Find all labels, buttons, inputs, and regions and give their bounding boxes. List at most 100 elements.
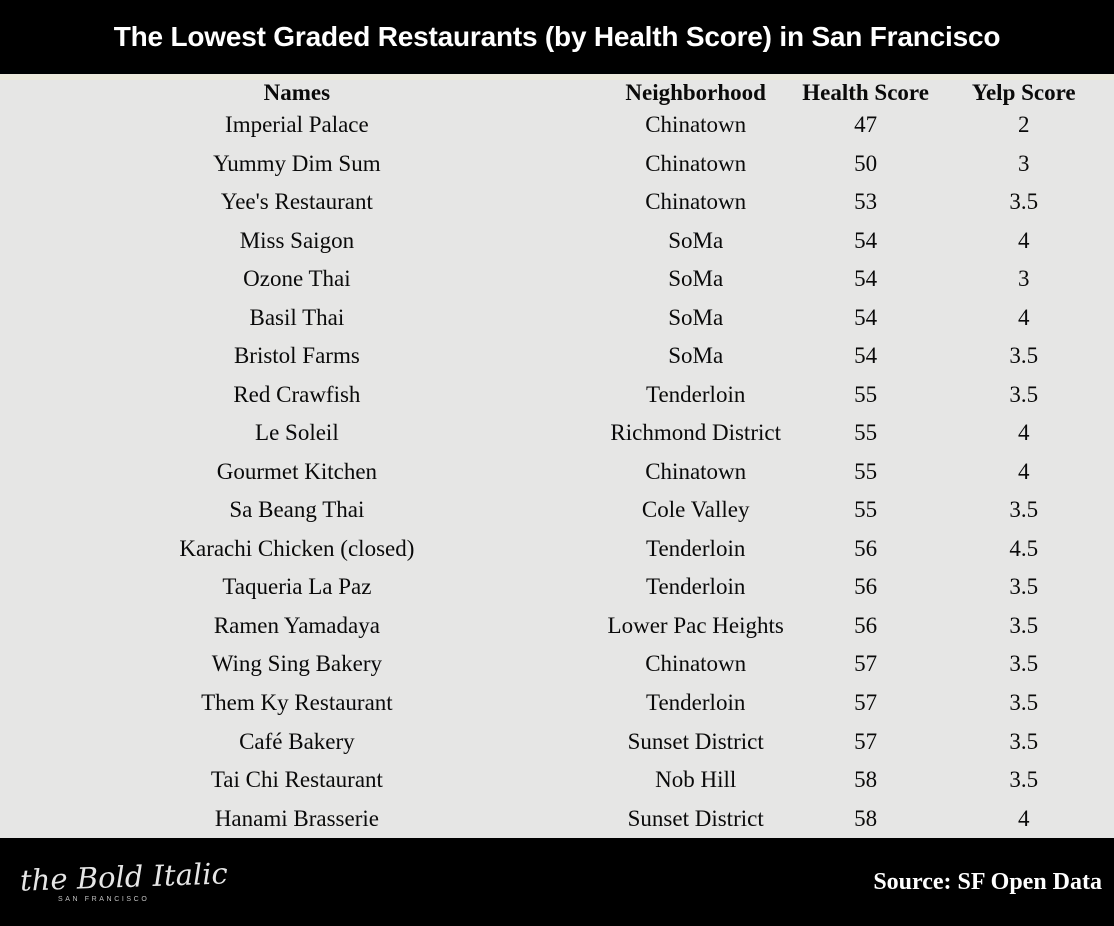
table-row: Red Crawfish Tenderloin 55 3.5 xyxy=(0,376,1114,415)
neighborhood-cell: Tenderloin xyxy=(646,689,746,715)
restaurant-name-cell: Ozone Thai xyxy=(243,266,351,292)
health-score-cell: 54 xyxy=(854,266,878,292)
health-score-cell: 57 xyxy=(854,651,878,677)
yelp-score-cell: 4 xyxy=(1018,420,1030,446)
health-score-cell: 54 xyxy=(854,304,878,330)
restaurant-name-cell: Basil Thai xyxy=(249,304,345,330)
neighborhood-cell: SoMa xyxy=(668,227,724,253)
table-row: Taqueria La Paz Tenderloin 56 3.5 xyxy=(0,568,1114,607)
restaurant-name-cell: Wing Sing Bakery xyxy=(211,651,383,677)
neighborhood-cell: SoMa xyxy=(668,266,724,292)
yelp-score-cell: 3 xyxy=(1018,150,1030,176)
restaurant-name-cell: Imperial Palace xyxy=(225,112,369,138)
source-credit: Source: SF Open Data xyxy=(873,868,1102,895)
neighborhood-cell: Chinatown xyxy=(645,112,747,138)
yelp-score-cell: 3.5 xyxy=(1009,728,1039,754)
neighborhood-cell: SoMa xyxy=(668,343,724,369)
logo-script-text: the Bold Italic xyxy=(19,856,229,898)
health-score-cell: 58 xyxy=(854,767,878,793)
yelp-score-cell: 3.5 xyxy=(1009,574,1039,600)
yelp-score-cell: 3.5 xyxy=(1009,689,1039,715)
yelp-score-cell: 2 xyxy=(1018,112,1030,138)
bold-italic-logo: the Bold Italic SAN FRANCISCO xyxy=(19,856,229,903)
restaurant-name-cell: Le Soleil xyxy=(255,420,339,446)
footer-bar: the Bold Italic SAN FRANCISCO Source: SF… xyxy=(0,838,1114,926)
table-row: Wing Sing Bakery Chinatown 57 3.5 xyxy=(0,645,1114,684)
yelp-score-cell: 4.5 xyxy=(1009,535,1039,561)
column-header-names: Names xyxy=(263,80,331,105)
neighborhood-cell: Chinatown xyxy=(645,458,747,484)
health-score-cell: 55 xyxy=(854,381,878,407)
table-row: Gourmet Kitchen Chinatown 55 4 xyxy=(0,453,1114,492)
yelp-score-cell: 4 xyxy=(1018,458,1030,484)
restaurant-name-cell: Taqueria La Paz xyxy=(222,574,372,600)
table-row: Them Ky Restaurant Tenderloin 57 3.5 xyxy=(0,684,1114,723)
neighborhood-cell: Chinatown xyxy=(645,150,747,176)
table-row: Café Bakery Sunset District 57 3.5 xyxy=(0,722,1114,761)
table-row: Miss Saigon SoMa 54 4 xyxy=(0,222,1114,261)
table-body: Imperial Palace Chinatown 47 2 Yummy Dim Sum… xyxy=(0,106,1114,838)
restaurant-name-cell: Red Crawfish xyxy=(233,381,361,407)
health-score-cell: 50 xyxy=(854,150,878,176)
restaurant-name-cell: Gourmet Kitchen xyxy=(216,458,378,484)
table-row: Karachi Chicken (closed) Tenderloin 56 4.5 xyxy=(0,530,1114,569)
health-score-cell: 54 xyxy=(854,343,878,369)
yelp-score-cell: 4 xyxy=(1018,227,1030,253)
health-score-cell: 55 xyxy=(854,497,878,523)
table-row: Imperial Palace Chinatown 47 2 xyxy=(0,106,1114,145)
health-score-cell: 47 xyxy=(854,112,878,138)
table-area: Names Neighborhood Health Score Yelp Sco… xyxy=(0,80,1114,838)
neighborhood-cell: Tenderloin xyxy=(646,535,746,561)
title-bar: The Lowest Graded Restaurants (by Health… xyxy=(0,0,1114,74)
yelp-score-cell: 3.5 xyxy=(1009,651,1039,677)
restaurant-name-cell: Them Ky Restaurant xyxy=(201,689,393,715)
health-score-cell: 55 xyxy=(854,420,878,446)
restaurant-name-cell: Sa Beang Thai xyxy=(229,497,365,523)
table-row: Basil Thai SoMa 54 4 xyxy=(0,299,1114,338)
neighborhood-cell: Tenderloin xyxy=(646,381,746,407)
yelp-score-cell: 3.5 xyxy=(1009,612,1039,638)
yelp-score-cell: 3.5 xyxy=(1009,497,1039,523)
yelp-score-cell: 3.5 xyxy=(1009,343,1039,369)
restaurant-name-cell: Karachi Chicken (closed) xyxy=(179,535,415,561)
health-score-cell: 54 xyxy=(854,227,878,253)
column-header-yelp-score: Yelp Score xyxy=(971,80,1076,105)
table-row: Le Soleil Richmond District 55 4 xyxy=(0,414,1114,453)
neighborhood-cell: Sunset District xyxy=(627,805,764,831)
table-row: Tai Chi Restaurant Nob Hill 58 3.5 xyxy=(0,761,1114,800)
neighborhood-cell: Cole Valley xyxy=(641,497,750,523)
yelp-score-cell: 3.5 xyxy=(1009,189,1039,215)
health-score-cell: 55 xyxy=(854,458,878,484)
restaurant-name-cell: Yee's Restaurant xyxy=(220,189,373,215)
restaurant-name-cell: Yummy Dim Sum xyxy=(213,150,381,176)
yelp-score-cell: 4 xyxy=(1018,304,1030,330)
health-score-cell: 56 xyxy=(854,612,878,638)
column-header-neighborhood: Neighborhood xyxy=(625,80,766,105)
restaurants-table: Names Neighborhood Health Score Yelp Sco… xyxy=(0,80,1114,838)
table-row: Sa Beang Thai Cole Valley 55 3.5 xyxy=(0,491,1114,530)
restaurant-name-cell: Ramen Yamadaya xyxy=(213,612,380,638)
health-score-cell: 57 xyxy=(854,728,878,754)
table-row: Ozone Thai SoMa 54 3 xyxy=(0,260,1114,299)
divider-stripe xyxy=(0,74,1114,80)
neighborhood-cell: SoMa xyxy=(668,304,724,330)
neighborhood-cell: Chinatown xyxy=(645,651,747,677)
restaurant-name-cell: Tai Chi Restaurant xyxy=(210,767,383,793)
neighborhood-cell: Chinatown xyxy=(645,189,747,215)
neighborhood-cell: Richmond District xyxy=(610,420,781,446)
restaurant-name-cell: Miss Saigon xyxy=(239,227,355,253)
table-row: Yee's Restaurant Chinatown 53 3.5 xyxy=(0,183,1114,222)
neighborhood-cell: Sunset District xyxy=(627,728,764,754)
yelp-score-cell: 4 xyxy=(1018,805,1030,831)
table-header-row: Names Neighborhood Health Score Yelp Sco… xyxy=(0,80,1114,106)
health-score-cell: 57 xyxy=(854,689,878,715)
yelp-score-cell: 3.5 xyxy=(1009,381,1039,407)
health-score-cell: 58 xyxy=(854,805,878,831)
column-header-health-score: Health Score xyxy=(802,80,929,105)
yelp-score-cell: 3 xyxy=(1018,266,1030,292)
yelp-score-cell: 3.5 xyxy=(1009,767,1039,793)
table-row: Yummy Dim Sum Chinatown 50 3 xyxy=(0,145,1114,184)
neighborhood-cell: Tenderloin xyxy=(646,574,746,600)
restaurant-name-cell: Bristol Farms xyxy=(233,343,360,369)
